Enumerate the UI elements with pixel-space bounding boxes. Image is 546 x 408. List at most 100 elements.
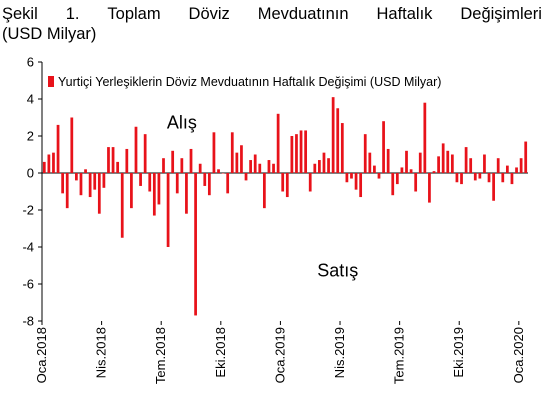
bar (189, 148, 193, 173)
x-tick-label: Oca.2019 (272, 327, 287, 383)
bar (276, 113, 280, 173)
y-tick-label: -8 (22, 314, 34, 329)
legend-swatch (48, 76, 54, 87)
bar (207, 173, 211, 196)
bar (478, 173, 482, 179)
bar (331, 97, 335, 173)
bar (107, 147, 110, 173)
y-tick-label: -4 (22, 240, 34, 255)
title-word: Değişimleri (460, 5, 542, 23)
bar (65, 173, 69, 209)
y-tick-label: 6 (27, 55, 34, 70)
bar (93, 173, 97, 190)
bar (519, 158, 523, 173)
title-word: Mevduatının (257, 5, 349, 23)
x-tick-label: Eki.2018 (213, 327, 228, 378)
bar (217, 169, 220, 173)
bar (501, 173, 505, 183)
bar (492, 173, 495, 201)
bar (88, 173, 92, 198)
bar (116, 161, 120, 173)
bar (185, 173, 188, 214)
bar (359, 173, 363, 198)
chart-title: Şekil 1. Toplam Döviz Mevduatının Haftal… (2, 4, 542, 44)
bar (56, 124, 60, 173)
bar (157, 173, 161, 205)
y-tick-label: 4 (27, 92, 34, 107)
bar (409, 169, 413, 173)
bar (120, 173, 124, 238)
bar (262, 173, 266, 209)
bar (139, 173, 142, 186)
bar (496, 158, 500, 173)
title-word: Haftalık (376, 5, 433, 23)
bar (464, 147, 468, 173)
bar (249, 160, 252, 173)
bar (304, 130, 308, 173)
bar (244, 173, 248, 181)
bar (418, 152, 422, 173)
bar (290, 136, 294, 173)
bar (423, 102, 427, 173)
bar (414, 173, 418, 192)
bar (377, 173, 381, 179)
bar (460, 173, 463, 185)
x-tick-label: Oca.2018 (34, 327, 49, 383)
title-word: 1. (65, 5, 80, 23)
bar (61, 173, 65, 194)
x-tick-label: Nis.2019 (332, 327, 347, 378)
bar (152, 173, 156, 216)
bar (354, 173, 358, 190)
bar (230, 132, 234, 173)
bar (221, 173, 225, 174)
bar (194, 173, 197, 316)
bar (79, 173, 83, 196)
bar (432, 171, 436, 173)
bar (450, 154, 454, 173)
y-tick-label: 2 (27, 129, 34, 144)
bar (175, 173, 179, 194)
bar (510, 173, 514, 185)
bar (42, 161, 46, 173)
bar (322, 152, 326, 173)
bar (483, 154, 486, 173)
bar (162, 158, 165, 173)
bar (171, 150, 175, 173)
bar (180, 158, 184, 173)
bar (515, 167, 518, 173)
chart-title-line1: Şekil 1. Toplam Döviz Mevduatının Haftal… (2, 4, 542, 24)
bar (198, 163, 202, 173)
bar (299, 130, 303, 173)
bar (345, 173, 349, 183)
chart-title-line2: (USD Milyar) (2, 25, 97, 43)
bar (285, 173, 289, 198)
bar (487, 173, 491, 183)
bar (47, 154, 51, 173)
bar (405, 150, 408, 173)
x-tick-label: Oca.2020 (511, 327, 526, 383)
bar (455, 173, 459, 183)
bar (130, 173, 133, 209)
bar (70, 117, 74, 173)
bar (75, 173, 78, 181)
bar (391, 173, 395, 196)
bar (446, 150, 450, 173)
bar (340, 123, 344, 173)
bar (505, 165, 509, 173)
x-tick-label: Tem.2019 (392, 327, 407, 384)
bar (148, 173, 152, 192)
bar (395, 173, 399, 185)
y-tick-label: -2 (22, 203, 34, 218)
annotation-label: Alış (167, 113, 197, 133)
bar (125, 148, 129, 173)
title-word: Toplam (107, 5, 161, 23)
bar (373, 165, 376, 173)
bar (295, 134, 298, 173)
title-word: Döviz (188, 5, 230, 23)
bar (382, 121, 385, 173)
bar (437, 156, 440, 173)
bar (235, 152, 239, 173)
bar (318, 160, 321, 173)
bar (134, 126, 138, 173)
bar (240, 145, 243, 173)
